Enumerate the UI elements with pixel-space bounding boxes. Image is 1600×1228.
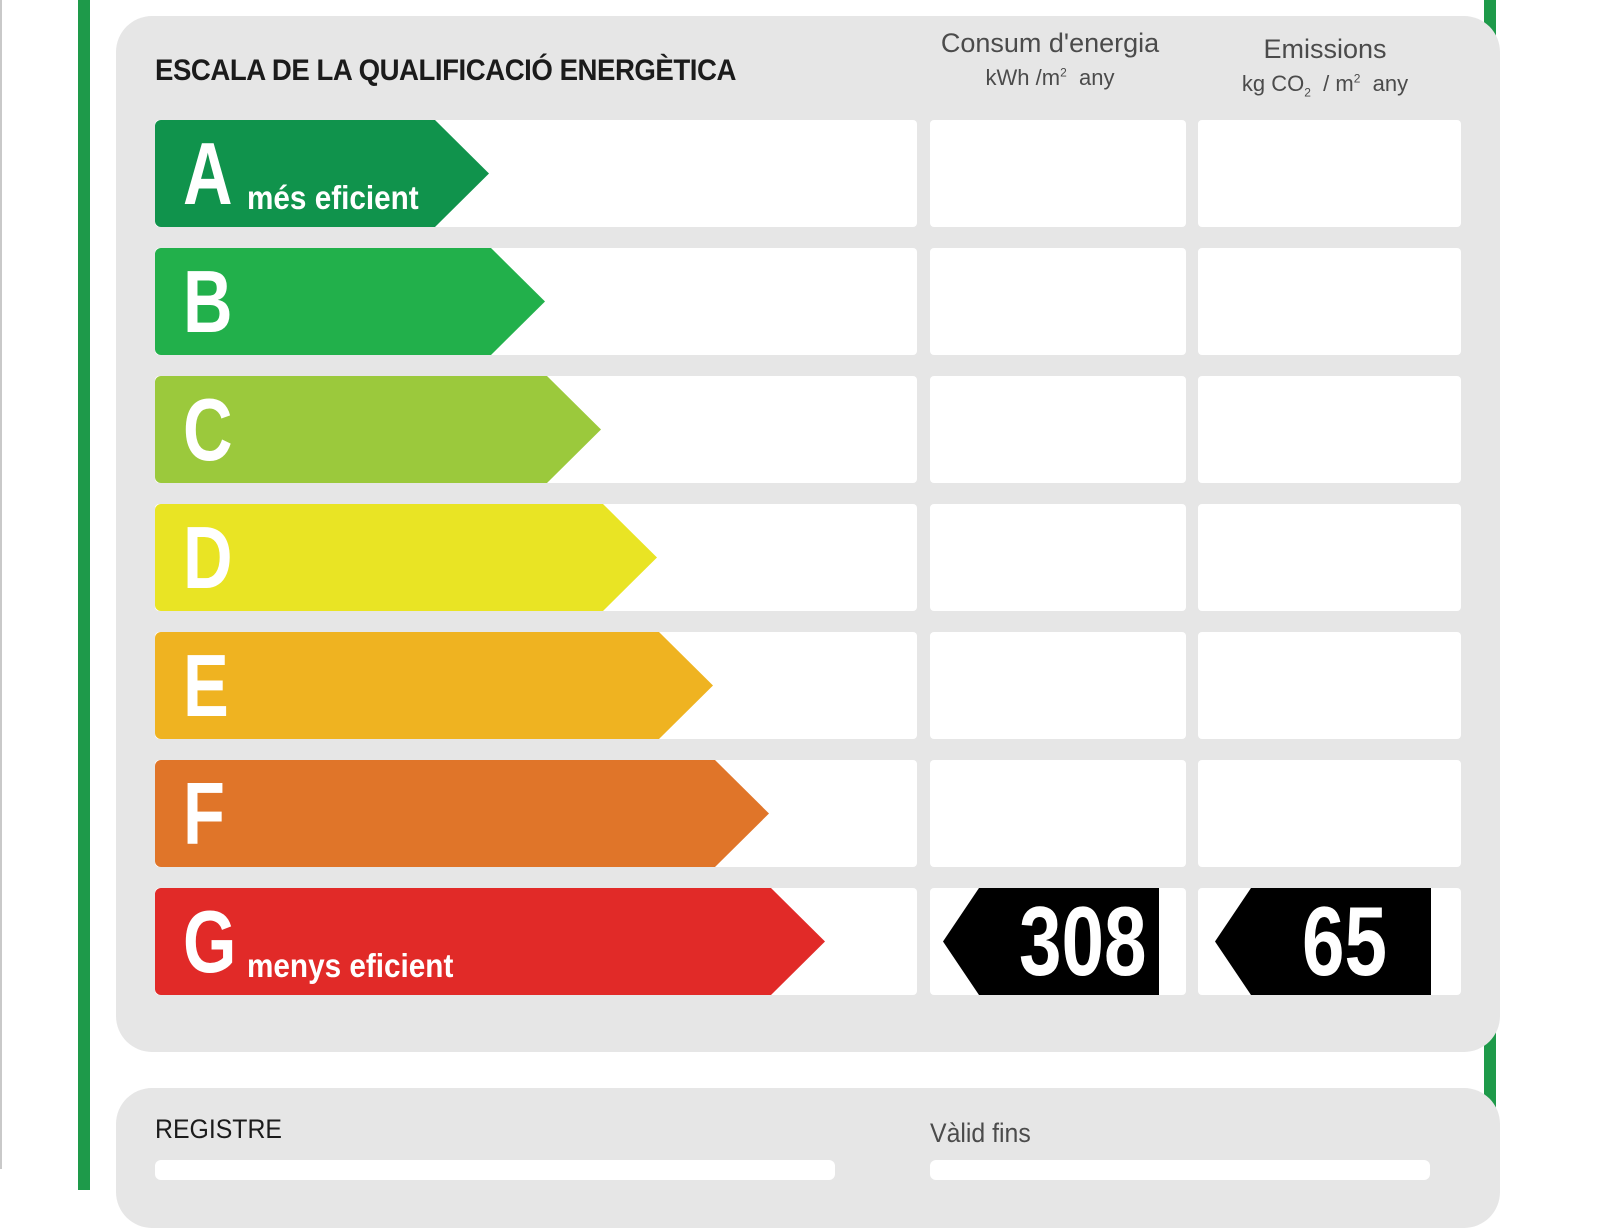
consum-cell <box>930 504 1186 611</box>
emissions-cell <box>1198 248 1461 355</box>
emissions-value: 65 <box>1301 886 1387 996</box>
emissions-cell <box>1198 632 1461 739</box>
consum-cell <box>930 760 1186 867</box>
consum-column-header: Consum d'energia kWh /m2 any <box>920 28 1180 91</box>
rating-sublabel: més eficient <box>247 179 419 216</box>
rating-letter: C <box>183 380 233 479</box>
consum-value-tag: 308 <box>943 888 1159 995</box>
scale-cell: B <box>155 248 917 355</box>
rating-row-f: F <box>155 760 1465 867</box>
rating-letter: B <box>183 252 233 351</box>
emissions-cell <box>1198 376 1461 483</box>
rating-arrow-d: D <box>155 504 657 611</box>
emissions-column-header: Emissions kg CO2 / m2 any <box>1190 34 1460 99</box>
rating-sublabel: menys eficient <box>247 947 454 984</box>
consum-value: 308 <box>1019 886 1147 996</box>
consum-title: Consum d'energia <box>940 28 1160 58</box>
rating-letter: A <box>183 124 233 223</box>
emissions-cell <box>1198 760 1461 867</box>
emissions-value-tag: 65 <box>1215 888 1431 995</box>
consum-cell <box>930 632 1186 739</box>
emissions-title: Emissions <box>1263 34 1387 64</box>
registre-field <box>155 1160 835 1180</box>
rating-arrow-c: C <box>155 376 601 483</box>
consum-unit: kWh /m2 any <box>985 65 1115 90</box>
page-edge-line <box>0 0 2 1169</box>
rating-row-e: E <box>155 632 1465 739</box>
rating-letter: E <box>183 636 229 735</box>
rating-letter: F <box>183 764 225 863</box>
valid-until-field <box>930 1160 1430 1180</box>
rating-letter: G <box>183 892 237 991</box>
rating-letter: D <box>183 508 233 607</box>
rating-arrow-b: B <box>155 248 545 355</box>
registre-label: REGISTRE <box>155 1114 282 1144</box>
scale-cell: D <box>155 504 917 611</box>
emissions-unit: kg CO2 / m2 any <box>1241 71 1409 100</box>
emissions-cell <box>1198 504 1461 611</box>
rating-row-d: D <box>155 504 1465 611</box>
register-panel <box>116 1088 1500 1228</box>
valid-until-label: Vàlid fins <box>930 1118 1031 1148</box>
consum-cell <box>930 376 1186 483</box>
rating-row-c: C <box>155 376 1465 483</box>
consum-cell <box>930 120 1186 227</box>
scale-cell: F <box>155 760 917 867</box>
scale-cell: E <box>155 632 917 739</box>
consum-cell <box>930 248 1186 355</box>
rating-arrow-e: E <box>155 632 713 739</box>
rating-row-b: B <box>155 248 1465 355</box>
scale-title: ESCALA DE LA QUALIFICACIÓ ENERGÈTICA <box>155 54 736 87</box>
rating-arrow-f: F <box>155 760 769 867</box>
emissions-cell <box>1198 120 1461 227</box>
scale-cell: C <box>155 376 917 483</box>
